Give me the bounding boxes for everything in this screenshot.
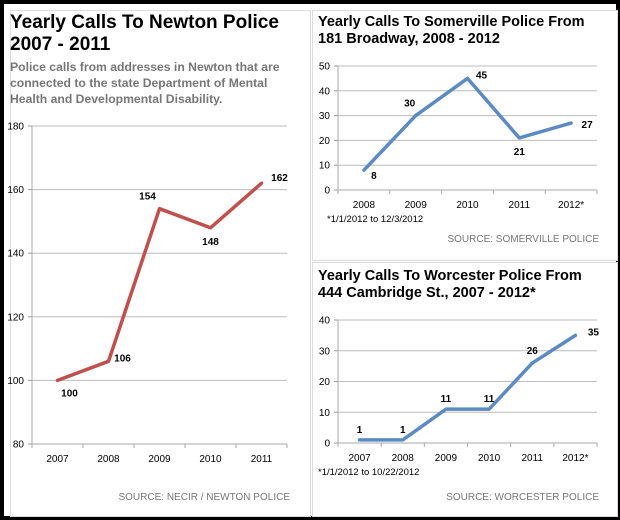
newton-panel (10, 10, 311, 517)
worcester-data-label: 1 (357, 425, 363, 436)
somerville-series-line (362, 76, 573, 172)
somerville-data-label: 45 (476, 70, 488, 81)
newton-x-tick-label: 2009 (148, 454, 171, 465)
somerville-x-tick-label: 2008 (353, 200, 376, 211)
somerville-data-label: 8 (371, 171, 377, 182)
newton-y-tick-label: 160 (7, 185, 24, 196)
somerville-chart-title: Yearly Calls To Somerville Police From 1… (318, 14, 585, 47)
worcester-x-tick-label: 2011 (521, 453, 543, 464)
newton-data-label: 162 (271, 173, 288, 184)
newton-data-label: 148 (202, 237, 219, 248)
somerville-x-tick-label: 2010 (456, 200, 479, 211)
newton-x-tick-label: 2008 (97, 454, 120, 465)
somerville-data-label: 21 (514, 147, 526, 158)
newton-y-tick-label: 120 (7, 312, 24, 323)
worcester-y-tick-label: 0 (324, 439, 330, 450)
somerville-x-tick-label: 2009 (405, 200, 428, 211)
newton-data-label: 154 (139, 192, 156, 203)
somerville-x-tick-label: 2011 (509, 200, 531, 211)
newton-chart-subtitle: Police calls from addresses in Newton th… (10, 60, 280, 106)
worcester-data-label: 26 (527, 346, 539, 357)
worcester-data-label: 35 (588, 327, 600, 338)
worcester-series-line (357, 333, 578, 442)
somerville-y-tick-label: 0 (324, 186, 330, 197)
newton-chart-title: Yearly Calls To Newton Police 2007 - 201… (10, 12, 279, 55)
worcester-y-tick-label: 40 (319, 316, 331, 327)
worcester-note: *1/1/2012 to 10/22/2012 (318, 467, 420, 478)
somerville-data-label: 27 (582, 120, 594, 131)
newton-source: SOURCE: NECIR / NEWTON POLICE (118, 492, 290, 503)
newton-x-tick-label: 2011 (251, 454, 273, 465)
newton-data-label: 100 (61, 388, 78, 399)
somerville-y-tick-label: 50 (319, 62, 331, 73)
somerville-y-tick-label: 40 (319, 86, 331, 97)
worcester-chart-title: Yearly Calls To Worcester Police From 44… (318, 268, 582, 301)
somerville-note: *1/1/2012 to 12/3/2012 (327, 214, 424, 225)
newton-y-tick-label: 100 (7, 376, 24, 387)
somerville-data-label: 30 (404, 99, 416, 110)
somerville-y-tick-label: 10 (319, 161, 331, 172)
worcester-x-tick-label: 2009 (435, 453, 458, 464)
somerville-y-tick-label: 20 (319, 136, 331, 147)
worcester-y-tick-label: 10 (319, 408, 331, 419)
newton-y-tick-label: 80 (13, 440, 25, 451)
newton-x-tick-label: 2010 (199, 454, 222, 465)
worcester-data-label: 11 (484, 394, 495, 405)
graphic-frame (4, 4, 618, 517)
worcester-y-tick-label: 20 (319, 377, 331, 388)
somerville-x-tick-label: 2012* (558, 200, 584, 211)
worcester-x-tick-label: 2012* (562, 453, 588, 464)
worcester-source: SOURCE: WORCESTER POLICE (446, 492, 599, 503)
worcester-panel (312, 262, 618, 517)
worcester-x-tick-label: 2008 (392, 453, 415, 464)
worcester-x-tick-label: 2007 (348, 453, 371, 464)
worcester-data-label: 1 (400, 425, 406, 436)
newton-data-label: 106 (114, 353, 131, 364)
newton-y-tick-label: 180 (7, 122, 24, 133)
newton-y-tick-label: 140 (7, 249, 24, 260)
newton-x-tick-label: 2007 (46, 454, 69, 465)
somerville-y-tick-label: 30 (319, 111, 331, 122)
worcester-data-label: 11 (441, 394, 452, 405)
newton-series-line (55, 181, 264, 383)
worcester-y-tick-label: 30 (319, 346, 331, 357)
worcester-x-tick-label: 2010 (478, 453, 501, 464)
somerville-source: SOURCE: SOMERVILLE POLICE (447, 234, 599, 245)
somerville-panel (312, 10, 618, 261)
